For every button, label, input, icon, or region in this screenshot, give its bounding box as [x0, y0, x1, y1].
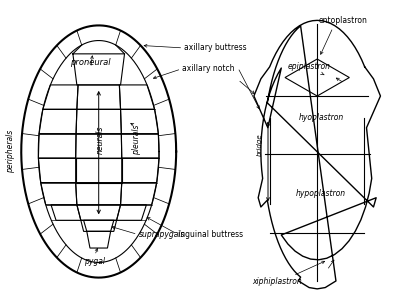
- Text: epiplastron: epiplastron: [288, 62, 331, 72]
- Text: suprapygals: suprapygals: [138, 230, 185, 239]
- Text: axillary notch: axillary notch: [182, 65, 235, 73]
- Text: hyoplastron: hyoplastron: [298, 113, 344, 122]
- Text: proneural: proneural: [70, 58, 111, 67]
- Text: peripherals: peripherals: [6, 130, 15, 173]
- Text: entoplastron: entoplastron: [318, 16, 368, 25]
- Text: pleurals: pleurals: [132, 124, 141, 155]
- Text: pygal: pygal: [84, 257, 105, 266]
- Text: inguinal buttress: inguinal buttress: [178, 230, 243, 238]
- Text: xiphiplastron: xiphiplastron: [252, 277, 302, 286]
- Text: hypoplastron: hypoplastron: [296, 189, 346, 198]
- Text: bridge: bridge: [257, 134, 263, 156]
- Text: axillary buttress: axillary buttress: [184, 43, 247, 52]
- Text: neurals: neurals: [96, 125, 105, 154]
